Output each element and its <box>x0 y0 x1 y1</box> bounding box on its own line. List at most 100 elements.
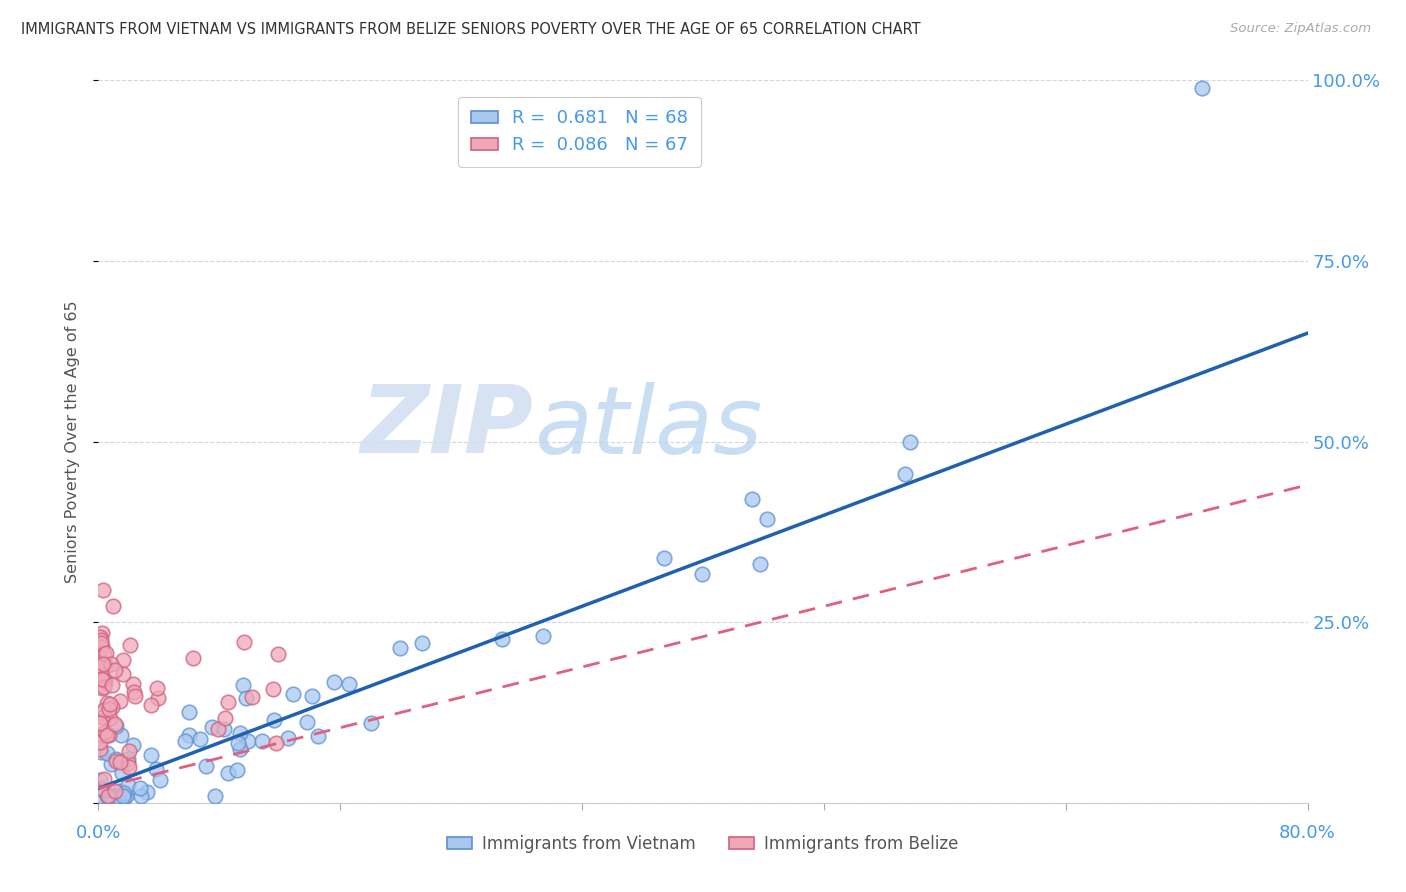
Point <box>337 677 360 691</box>
Point <box>117 751 139 765</box>
Point <box>90 745 112 759</box>
Point <box>112 667 135 681</box>
Point <box>118 638 141 652</box>
Text: 0.0%: 0.0% <box>76 824 121 842</box>
Point <box>122 738 145 752</box>
Point <box>100 657 122 672</box>
Point <box>93 703 115 717</box>
Point <box>756 512 779 526</box>
Point <box>491 632 513 647</box>
Point <box>129 781 152 796</box>
Point <box>97 789 120 803</box>
Point <box>93 673 115 688</box>
Point <box>748 557 770 571</box>
Point <box>124 689 146 703</box>
Point <box>177 705 200 719</box>
Point <box>89 773 111 788</box>
Point <box>117 778 139 792</box>
Point <box>94 675 117 690</box>
Point <box>281 687 304 701</box>
Text: 80.0%: 80.0% <box>1279 824 1336 842</box>
Point <box>93 648 115 662</box>
Point <box>94 725 117 739</box>
Y-axis label: Seniors Poverty Over the Age of 65: Seniors Poverty Over the Age of 65 <box>65 301 80 582</box>
Text: ZIP: ZIP <box>361 381 534 473</box>
Point <box>104 663 127 677</box>
Point <box>139 698 162 712</box>
Legend: Immigrants from Vietnam, Immigrants from Belize: Immigrants from Vietnam, Immigrants from… <box>440 828 966 860</box>
Point <box>94 646 117 660</box>
Point <box>96 789 118 803</box>
Point <box>103 599 125 613</box>
Point <box>89 741 111 756</box>
Point <box>146 681 169 695</box>
Point <box>108 693 131 707</box>
Point <box>89 706 111 720</box>
Point <box>898 434 921 449</box>
Point <box>90 789 112 803</box>
Point <box>217 695 239 709</box>
Point <box>139 748 162 763</box>
Point <box>136 785 159 799</box>
Point <box>411 636 433 650</box>
Point <box>89 716 111 731</box>
Point <box>101 700 124 714</box>
Point <box>115 789 138 803</box>
Point <box>229 742 252 756</box>
Point <box>122 684 145 698</box>
Point <box>277 731 299 746</box>
Point <box>89 735 111 749</box>
Point <box>105 754 128 768</box>
Point <box>112 786 135 800</box>
Point <box>98 702 121 716</box>
Point <box>262 682 284 697</box>
Point <box>89 672 111 686</box>
Point <box>145 762 167 776</box>
Point <box>90 639 112 653</box>
Point <box>90 781 112 796</box>
Point <box>89 630 111 644</box>
Point <box>1191 80 1213 95</box>
Point <box>91 728 114 742</box>
Point <box>90 655 112 669</box>
Point <box>91 710 114 724</box>
Text: IMMIGRANTS FROM VIETNAM VS IMMIGRANTS FROM BELIZE SENIORS POVERTY OVER THE AGE O: IMMIGRANTS FROM VIETNAM VS IMMIGRANTS FR… <box>21 22 921 37</box>
Point <box>104 752 127 766</box>
Point <box>217 766 239 780</box>
Point <box>652 551 675 566</box>
Point <box>103 783 125 797</box>
Point <box>131 789 153 803</box>
Point <box>96 696 118 710</box>
Point <box>89 650 111 665</box>
Text: Source: ZipAtlas.com: Source: ZipAtlas.com <box>1230 22 1371 36</box>
Point <box>690 566 713 581</box>
Point <box>98 729 121 743</box>
Point <box>89 781 111 796</box>
Point <box>228 726 250 740</box>
Point <box>91 625 114 640</box>
Point <box>114 789 136 803</box>
Point <box>118 744 141 758</box>
Point <box>307 730 329 744</box>
Point <box>264 736 287 750</box>
Point <box>111 789 134 803</box>
Point <box>207 722 229 736</box>
Point <box>179 729 201 743</box>
Point <box>96 728 118 742</box>
Point <box>98 789 121 803</box>
Point <box>322 675 344 690</box>
Point <box>91 582 114 597</box>
Point <box>181 650 204 665</box>
Point <box>93 772 115 787</box>
Point <box>894 467 917 481</box>
Point <box>263 713 285 727</box>
Point <box>105 789 128 803</box>
Point <box>114 789 136 803</box>
Point <box>301 689 323 703</box>
Point <box>98 711 121 725</box>
Point <box>295 714 318 729</box>
Point <box>235 691 257 706</box>
Point <box>242 690 264 705</box>
Point <box>267 647 290 661</box>
Point <box>149 772 172 787</box>
